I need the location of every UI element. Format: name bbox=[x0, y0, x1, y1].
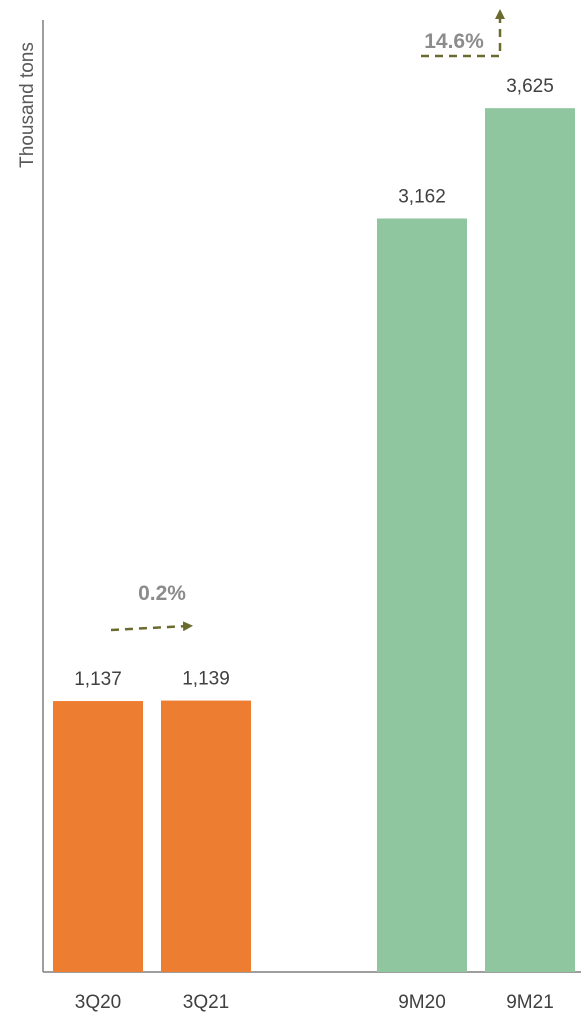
growth-annotation-quarter: 0.2% bbox=[110, 582, 193, 632]
tick-label-9m20: 9M20 bbox=[398, 992, 446, 1013]
bars-group bbox=[53, 108, 575, 973]
bar-3q20 bbox=[53, 701, 143, 972]
value-label-9m21: 3,625 bbox=[506, 76, 554, 97]
tick-label-9m21: 9M21 bbox=[506, 992, 554, 1013]
value-label-3q20: 1,137 bbox=[74, 669, 122, 690]
value-label-9m20: 3,162 bbox=[398, 186, 446, 207]
tick-labels-group: 3Q20 3Q21 9M20 9M21 bbox=[75, 992, 554, 1013]
y-axis-label: Thousand tons bbox=[17, 42, 38, 168]
growth-label-quarter: 0.2% bbox=[138, 582, 186, 605]
growth-arrow-quarter bbox=[110, 621, 193, 632]
bar-9m21 bbox=[485, 108, 575, 973]
bar-3q21 bbox=[161, 700, 251, 972]
tick-label-3q20: 3Q20 bbox=[75, 992, 121, 1013]
bar-9m20 bbox=[377, 218, 467, 972]
growth-label-nine-months: 14.6% bbox=[424, 30, 484, 53]
tick-label-3q21: 3Q21 bbox=[183, 992, 229, 1013]
value-labels-group: 1,137 1,139 3,162 3,625 bbox=[74, 76, 554, 690]
value-label-3q21: 1,139 bbox=[182, 669, 230, 690]
growth-annotation-nine-months: 14.6% bbox=[421, 9, 505, 58]
